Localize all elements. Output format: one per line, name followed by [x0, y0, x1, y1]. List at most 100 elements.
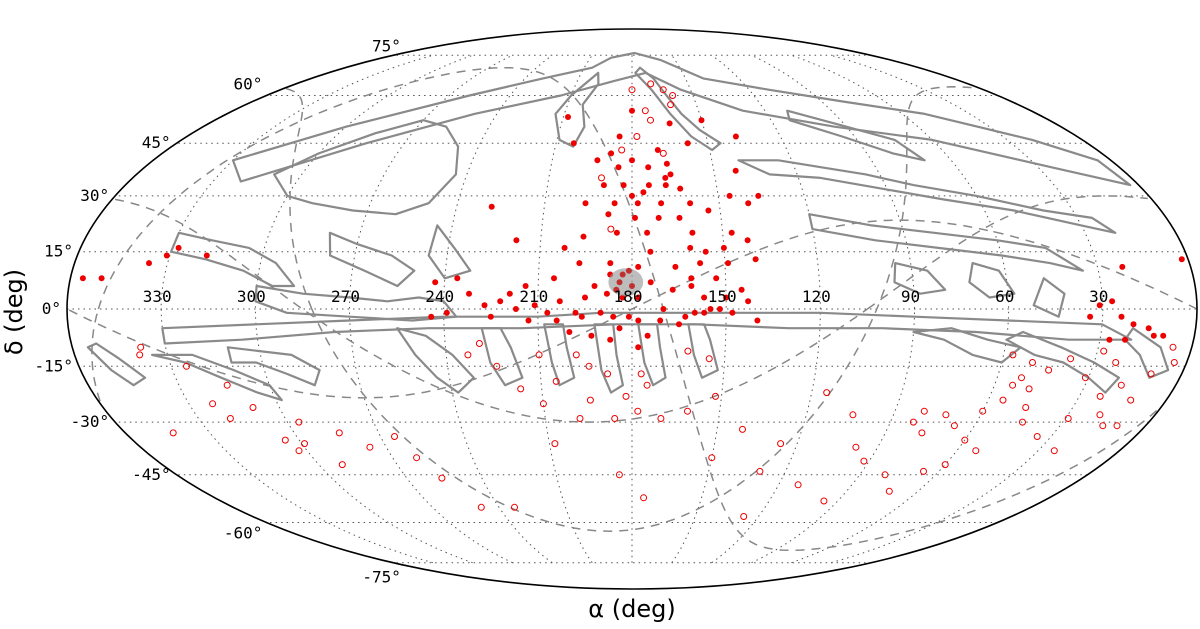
open-point	[909, 418, 917, 426]
filled-point	[607, 336, 614, 343]
filled-point	[647, 248, 654, 255]
open-point	[475, 340, 483, 347]
filled-point	[657, 317, 664, 324]
open-point	[1170, 359, 1178, 366]
open-point	[618, 146, 626, 154]
open-point	[647, 80, 655, 88]
filled-point	[1122, 336, 1128, 343]
open-point	[366, 443, 374, 451]
open-point	[249, 404, 257, 411]
filled-point	[688, 283, 695, 289]
filled-point	[707, 306, 714, 312]
filled-point	[597, 309, 604, 316]
filled-point	[551, 275, 557, 282]
footprint-contour	[912, 327, 1022, 364]
open-point	[705, 355, 713, 363]
open-point	[920, 467, 927, 475]
filled-point	[713, 275, 720, 282]
open-point	[823, 389, 831, 397]
filled-point	[720, 244, 727, 251]
highlight-point	[625, 267, 632, 274]
open-point	[295, 418, 303, 426]
filled-point	[635, 294, 642, 301]
filled-point	[729, 309, 736, 316]
ra-tick-label: 120	[802, 287, 831, 306]
open-point	[1067, 355, 1075, 363]
filled-point	[701, 309, 708, 316]
ra-tick-label: 60	[995, 287, 1014, 306]
footprint-contour	[151, 353, 283, 402]
open-point	[708, 454, 716, 462]
filled-point	[175, 244, 182, 251]
footprint-contour	[786, 109, 926, 162]
filled-point	[702, 248, 709, 255]
filled-point	[697, 260, 704, 267]
open-point	[137, 343, 145, 351]
dec-tick-label: -75°	[362, 568, 401, 587]
open-point	[1022, 404, 1030, 411]
open-point	[1147, 370, 1155, 378]
filled-point	[98, 275, 105, 282]
footprint-contour	[1005, 330, 1120, 394]
filled-point	[655, 214, 662, 221]
filled-point	[662, 182, 669, 189]
filled-point	[1096, 302, 1103, 309]
open-point	[552, 377, 560, 385]
filled-point	[745, 200, 752, 207]
filled-point	[163, 252, 170, 259]
open-point	[1018, 374, 1025, 382]
dec-tick-label: 0°	[42, 299, 61, 318]
filled-point	[594, 157, 601, 164]
meridian-240	[443, 54, 553, 564]
filled-point	[522, 283, 529, 289]
open-point	[739, 425, 746, 433]
filled-point	[677, 185, 684, 192]
filled-point	[634, 200, 641, 207]
filled-point	[588, 332, 595, 339]
open-point	[1009, 381, 1017, 389]
footprint-contour	[637, 323, 667, 387]
filled-point	[565, 114, 571, 120]
open-point	[712, 392, 719, 400]
highlight-point	[619, 271, 626, 278]
open-point	[301, 440, 308, 448]
dec-tick-label: 30°	[80, 186, 109, 205]
filled-point	[725, 260, 731, 267]
open-point	[684, 347, 692, 355]
open-point	[1029, 359, 1036, 366]
filled-point	[687, 200, 694, 207]
highlight-point	[629, 283, 635, 289]
filled-point	[1150, 332, 1157, 339]
open-point	[999, 396, 1007, 404]
data-points	[79, 80, 1185, 520]
meridian-120	[711, 54, 821, 564]
filled-point	[600, 182, 607, 189]
filled-point	[1130, 321, 1137, 328]
filled-point	[513, 237, 520, 244]
dec-tick-label: -30°	[71, 412, 110, 431]
meridian-270	[349, 54, 513, 564]
open-point	[281, 436, 289, 444]
open-point	[740, 513, 748, 520]
ra-tick-label: 300	[237, 287, 266, 306]
filled-point	[667, 171, 674, 178]
open-point	[920, 407, 928, 415]
footprint-contour	[1032, 277, 1066, 318]
filled-point	[512, 306, 519, 312]
filled-point	[658, 200, 665, 207]
filled-point	[506, 290, 513, 297]
filled-point	[635, 317, 642, 324]
filled-point	[466, 290, 472, 297]
filled-point	[662, 174, 669, 181]
open-point	[615, 471, 623, 479]
open-point	[1112, 359, 1120, 366]
filled-point	[570, 140, 577, 147]
filled-point	[1087, 313, 1094, 320]
open-point	[438, 474, 446, 482]
filled-point	[454, 275, 461, 282]
open-point	[576, 415, 584, 422]
highlight-point	[613, 286, 620, 293]
open-point	[511, 503, 518, 511]
open-point	[413, 454, 421, 462]
